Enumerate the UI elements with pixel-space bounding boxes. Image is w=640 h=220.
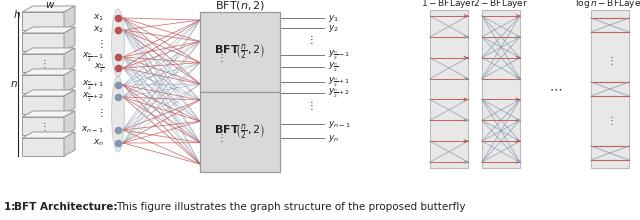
Text: $2-\mathrm{BFLayer}$: $2-\mathrm{BFLayer}$: [474, 0, 529, 9]
Polygon shape: [22, 33, 64, 51]
Text: $\vdots$: $\vdots$: [39, 119, 47, 132]
Text: $x_{\frac{n}{2}+1}$: $x_{\frac{n}{2}+1}$: [82, 78, 104, 92]
Text: $y_2$: $y_2$: [328, 22, 339, 33]
Polygon shape: [22, 117, 64, 135]
Text: $1-\mathrm{BFLayer}$: $1-\mathrm{BFLayer}$: [421, 0, 477, 9]
Text: $y_{\frac{n}{2}}$: $y_{\frac{n}{2}}$: [328, 60, 339, 74]
Ellipse shape: [111, 76, 125, 152]
Polygon shape: [22, 96, 64, 114]
Polygon shape: [64, 69, 75, 93]
Text: $\vdots$: $\vdots$: [96, 37, 104, 50]
Text: $\log n-\mathrm{BFLayer}$: $\log n-\mathrm{BFLayer}$: [575, 0, 640, 9]
Text: BFT$\!\left(\frac{n}{2},2\right)$: BFT$\!\left(\frac{n}{2},2\right)$: [214, 43, 266, 61]
Text: $y_{\frac{n}{2}+1}$: $y_{\frac{n}{2}+1}$: [328, 75, 350, 89]
Text: $\vdots$: $\vdots$: [216, 51, 224, 64]
Text: n: n: [11, 79, 17, 89]
Text: $\cdots$: $\cdots$: [549, 82, 562, 95]
Polygon shape: [22, 12, 64, 30]
Polygon shape: [22, 111, 75, 117]
Text: $x_n$: $x_n$: [93, 138, 104, 148]
FancyBboxPatch shape: [482, 10, 520, 168]
FancyBboxPatch shape: [200, 12, 280, 92]
Polygon shape: [22, 90, 75, 96]
Text: $x_1$: $x_1$: [93, 13, 104, 23]
FancyBboxPatch shape: [591, 10, 629, 168]
Polygon shape: [22, 6, 75, 12]
Text: 1:: 1:: [4, 202, 19, 212]
Text: $\vdots$: $\vdots$: [307, 33, 314, 46]
Polygon shape: [22, 75, 64, 93]
Polygon shape: [22, 138, 64, 156]
Polygon shape: [22, 69, 75, 75]
Text: $y_1$: $y_1$: [328, 13, 339, 24]
Text: $y_{n-1}$: $y_{n-1}$: [328, 119, 351, 130]
Text: $x_{\frac{n}{2}+2}$: $x_{\frac{n}{2}+2}$: [82, 90, 104, 104]
Text: h: h: [13, 10, 20, 20]
Text: $\vdots$: $\vdots$: [216, 130, 224, 143]
Text: w: w: [45, 0, 54, 10]
Text: $x_2$: $x_2$: [93, 25, 104, 35]
Text: $\vdots$: $\vdots$: [606, 54, 614, 67]
Text: $\vdots$: $\vdots$: [307, 99, 314, 112]
Polygon shape: [22, 132, 75, 138]
Polygon shape: [64, 132, 75, 156]
Text: $\vdots$: $\vdots$: [39, 57, 47, 70]
Polygon shape: [64, 48, 75, 72]
Text: BFT$\!\left(\frac{n}{2},2\right)$: BFT$\!\left(\frac{n}{2},2\right)$: [214, 123, 266, 141]
Text: $\vdots$: $\vdots$: [606, 114, 614, 127]
Text: $\vdots$: $\vdots$: [96, 106, 104, 119]
Polygon shape: [22, 48, 75, 54]
Text: $x_{\frac{n}{2}}$: $x_{\frac{n}{2}}$: [93, 61, 104, 75]
Polygon shape: [22, 54, 64, 72]
Polygon shape: [64, 27, 75, 51]
Text: $y_n$: $y_n$: [328, 132, 339, 143]
Polygon shape: [64, 6, 75, 30]
Polygon shape: [22, 27, 75, 33]
Text: BFT$(n,2)$: BFT$(n,2)$: [215, 0, 265, 11]
Text: BFT Architecture:: BFT Architecture:: [14, 202, 121, 212]
Ellipse shape: [111, 9, 125, 77]
Text: This figure illustrates the graph structure of the proposed butterfly: This figure illustrates the graph struct…: [116, 202, 465, 212]
Text: $x_{n-1}$: $x_{n-1}$: [81, 125, 104, 135]
FancyBboxPatch shape: [430, 10, 468, 168]
Polygon shape: [64, 111, 75, 135]
FancyBboxPatch shape: [200, 92, 280, 172]
Text: $y_{\frac{n}{2}-1}$: $y_{\frac{n}{2}-1}$: [328, 48, 350, 62]
Polygon shape: [64, 90, 75, 114]
Text: $x_{\frac{n}{2}-1}$: $x_{\frac{n}{2}-1}$: [82, 50, 104, 64]
Text: $y_{\frac{n}{2}+2}$: $y_{\frac{n}{2}+2}$: [328, 86, 350, 100]
